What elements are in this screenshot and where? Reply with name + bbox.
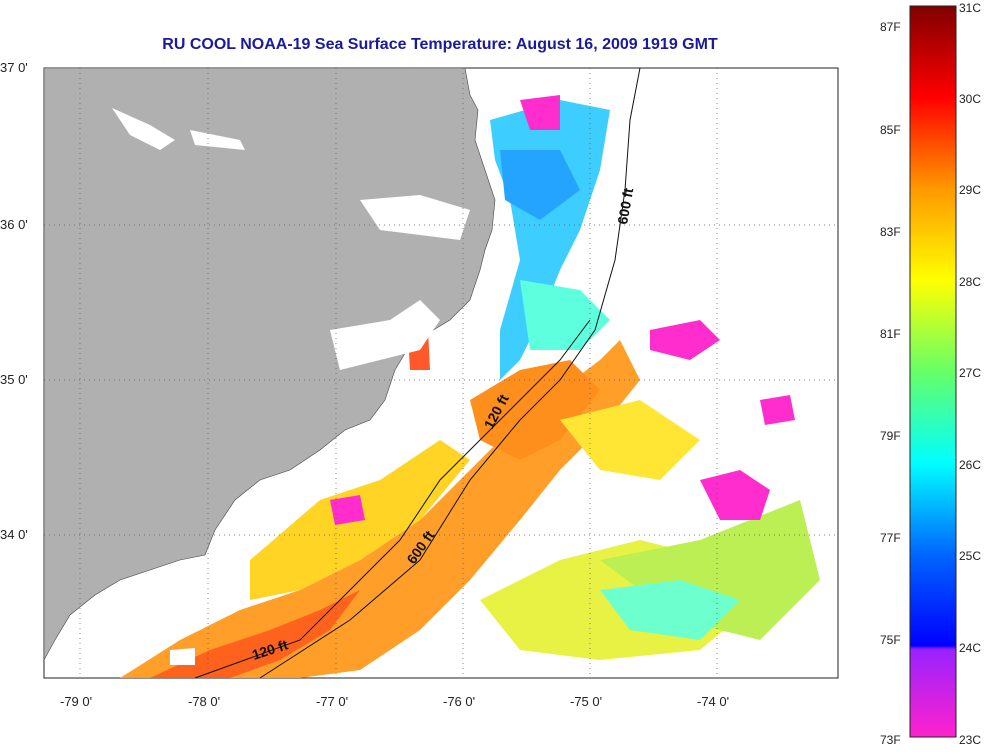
colorbar-c-label: 25C: [959, 549, 981, 563]
lat-label: 37 0': [0, 60, 28, 75]
colorbar-f-label: 85F: [880, 123, 901, 137]
colorbar-f-label: 73F: [880, 733, 901, 747]
lon-label: -77 0': [316, 694, 348, 709]
colorbar-f-label: 77F: [880, 531, 901, 545]
colorbar-c-label: 30C: [959, 92, 981, 106]
bathymetry-contours: [194, 67, 641, 679]
colorbar-f-label: 83F: [880, 225, 901, 239]
colorbar-c-label: 26C: [959, 458, 981, 472]
lon-label: -78 0': [188, 694, 220, 709]
map-title: RU COOL NOAA-19 Sea Surface Temperature:…: [162, 36, 718, 53]
lon-label: -79 0': [60, 694, 92, 709]
lon-label: -76 0': [443, 694, 475, 709]
colorbar-c-label: 23C: [959, 733, 981, 747]
lon-label: -74 0': [697, 694, 729, 709]
latitude-labels: 37 0' 36 0' 35 0' 34 0': [0, 60, 28, 542]
colorbar-f-label: 75F: [880, 633, 901, 647]
colorbar-c-label: 24C: [959, 641, 981, 655]
colorbar-c-label: 29C: [959, 183, 981, 197]
sound-water: [360, 195, 470, 240]
contour-label-600ft-north: 600 ft: [614, 186, 636, 225]
colorbar-c-label: 28C: [959, 275, 981, 289]
lon-label: -75 0': [570, 694, 602, 709]
colorbar-f-label: 87F: [880, 20, 901, 34]
colorbar-c-label: 31C: [959, 1, 981, 15]
colorbar-c-label: 27C: [959, 366, 981, 380]
colorbar-f-label: 79F: [880, 429, 901, 443]
sound-water: [330, 300, 440, 370]
sst-patches: [120, 95, 820, 678]
colorbar-f-label: 81F: [880, 327, 901, 341]
map-panel: 600 ft 120 ft 600 ft 120 ft: [43, 67, 839, 679]
longitude-labels: -79 0' -78 0' -77 0' -76 0' -75 0' -74 0…: [60, 694, 729, 709]
colorbar: 87F 85F 83F 81F 79F 77F 75F 73F 31C 30C …: [880, 1, 981, 747]
graticule: [44, 68, 838, 678]
lat-label: 36 0': [0, 217, 28, 232]
sound-water: [112, 108, 175, 150]
lat-label: 35 0': [0, 372, 28, 387]
lat-label: 34 0': [0, 527, 28, 542]
river-water: [190, 130, 245, 150]
